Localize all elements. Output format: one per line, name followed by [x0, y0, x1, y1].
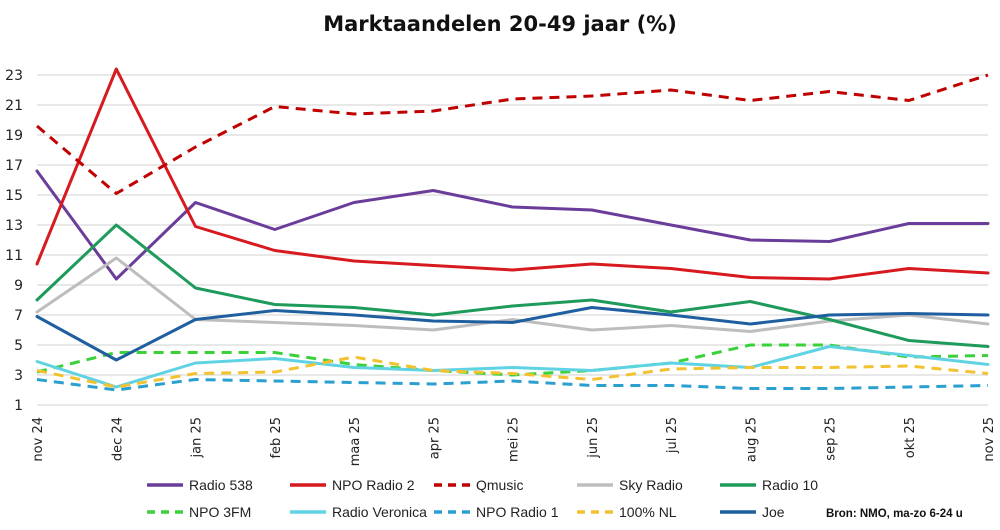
series-lines [35, 67, 990, 392]
x-tick-label: aug 25 [744, 417, 759, 462]
series-line-100-nl [36, 355, 989, 389]
x-tick-label: sep 25 [824, 417, 839, 461]
legend-item-radio-veronica[interactable]: Radio Veronica [288, 504, 427, 520]
legend-item-npo-radio-1[interactable]: NPO Radio 1 [432, 504, 558, 520]
legend-label: NPO 3FM [189, 504, 252, 520]
series-line-qmusic [36, 73, 989, 195]
series-line-joe [35, 306, 990, 362]
legend-swatch [145, 507, 185, 517]
legend-swatch [145, 480, 185, 490]
legend-label: Radio 10 [762, 477, 819, 493]
series-line-radio-veronica [35, 345, 990, 389]
y-tick-label: 1 [14, 398, 23, 414]
gridlines [37, 74, 988, 406]
series-line-radio-538 [35, 169, 990, 281]
legend-label: 100% NL [619, 504, 677, 520]
x-tick-label: jul 25 [665, 417, 680, 454]
legend-swatch [718, 480, 758, 490]
x-axis-ticks: nov 24 dec 24 jan 25 feb 25 maa 25 apr 25 mei … [31, 417, 997, 466]
x-tick-label: dec 24 [110, 417, 125, 461]
x-tick-label: mei 25 [507, 417, 522, 462]
x-tick-label: apr 25 [427, 417, 442, 459]
legend-item-100-nl[interactable]: 100% NL [575, 504, 677, 520]
legend-label: Radio 538 [189, 477, 253, 493]
legend-swatch [575, 480, 615, 490]
y-tick-label: 3 [14, 368, 23, 384]
x-tick-label: maa 25 [348, 417, 363, 466]
legend-label: Qmusic [476, 477, 524, 493]
legend-label: NPO Radio 2 [332, 477, 415, 493]
legend-item-sky-radio[interactable]: Sky Radio [575, 477, 683, 493]
source-note: Bron: NMO, ma-zo 6-24 u [826, 508, 963, 520]
y-tick-label: 9 [14, 278, 23, 294]
legend-swatch [288, 480, 328, 490]
y-tick-label: 13 [5, 218, 23, 234]
legend-swatch [432, 480, 472, 490]
x-tick-label: jun 25 [586, 417, 601, 459]
legend-label: Joe [762, 504, 785, 520]
y-tick-label: 15 [5, 188, 23, 204]
series-line-npo-radio-1 [36, 378, 989, 392]
x-tick-label: nov 25 [982, 417, 997, 462]
legend-label: NPO Radio 1 [476, 504, 559, 520]
y-tick-label: 17 [5, 158, 23, 174]
y-tick-label: 21 [5, 98, 23, 114]
x-tick-label: okt 25 [903, 417, 918, 458]
y-tick-label: 5 [14, 338, 23, 354]
x-tick-label: jan 25 [190, 417, 205, 459]
x-tick-label: feb 25 [269, 417, 284, 459]
y-tick-label: 11 [5, 248, 23, 264]
legend-item-joe[interactable]: Joe [718, 504, 785, 520]
legend-item-npo-radio-2[interactable]: NPO Radio 2 [288, 477, 414, 493]
series-line-npo-radio-2 [35, 67, 990, 281]
y-tick-label: 7 [14, 308, 23, 324]
legend-item-radio-10[interactable]: Radio 10 [718, 477, 818, 493]
legend-item-radio-538[interactable]: Radio 538 [145, 477, 253, 493]
legend-swatch [288, 507, 328, 517]
x-tick-label: nov 24 [31, 417, 46, 462]
legend-label: Radio Veronica [332, 504, 427, 520]
series-line-radio-10 [35, 223, 990, 348]
legend-swatch [575, 507, 615, 517]
y-tick-label: 19 [5, 128, 23, 144]
legend-swatch [432, 507, 472, 517]
legend-swatch [718, 507, 758, 517]
y-tick-label: 23 [5, 68, 23, 84]
legend-item-qmusic[interactable]: Qmusic [432, 477, 523, 493]
legend-item-npo-3fm[interactable]: NPO 3FM [145, 504, 251, 520]
legend-label: Sky Radio [619, 477, 683, 493]
chart-title: Marktaandelen 20-49 jaar (%) [323, 12, 677, 36]
